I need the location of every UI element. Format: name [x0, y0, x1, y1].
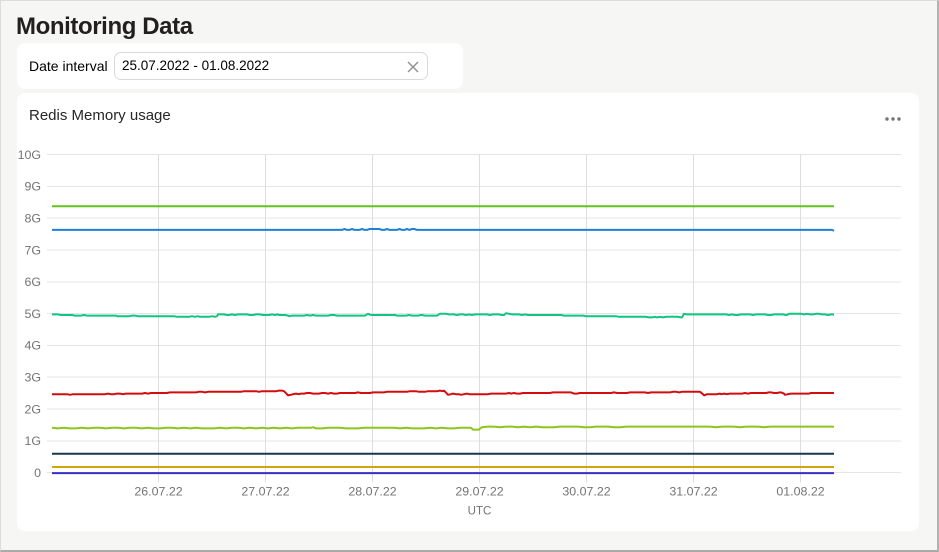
svg-text:3G: 3G — [24, 371, 41, 385]
svg-text:UTC: UTC — [468, 506, 492, 518]
svg-text:28.07.22: 28.07.22 — [348, 485, 396, 499]
svg-text:1G: 1G — [24, 434, 41, 448]
svg-text:2G: 2G — [24, 402, 41, 416]
svg-text:30.07.22: 30.07.22 — [562, 485, 610, 499]
svg-text:10G: 10G — [18, 148, 41, 162]
svg-text:31.07.22: 31.07.22 — [669, 485, 717, 499]
svg-text:7G: 7G — [24, 243, 41, 257]
svg-text:27.07.22: 27.07.22 — [241, 485, 289, 499]
svg-text:29.07.22: 29.07.22 — [455, 485, 503, 499]
svg-text:4G: 4G — [24, 339, 41, 353]
svg-text:8G: 8G — [24, 211, 41, 225]
svg-text:9G: 9G — [24, 180, 41, 194]
svg-text:6G: 6G — [24, 275, 41, 289]
svg-text:5G: 5G — [24, 307, 41, 321]
svg-text:01.08.22: 01.08.22 — [776, 485, 824, 499]
svg-text:26.07.22: 26.07.22 — [134, 485, 182, 499]
svg-text:0: 0 — [34, 466, 41, 480]
